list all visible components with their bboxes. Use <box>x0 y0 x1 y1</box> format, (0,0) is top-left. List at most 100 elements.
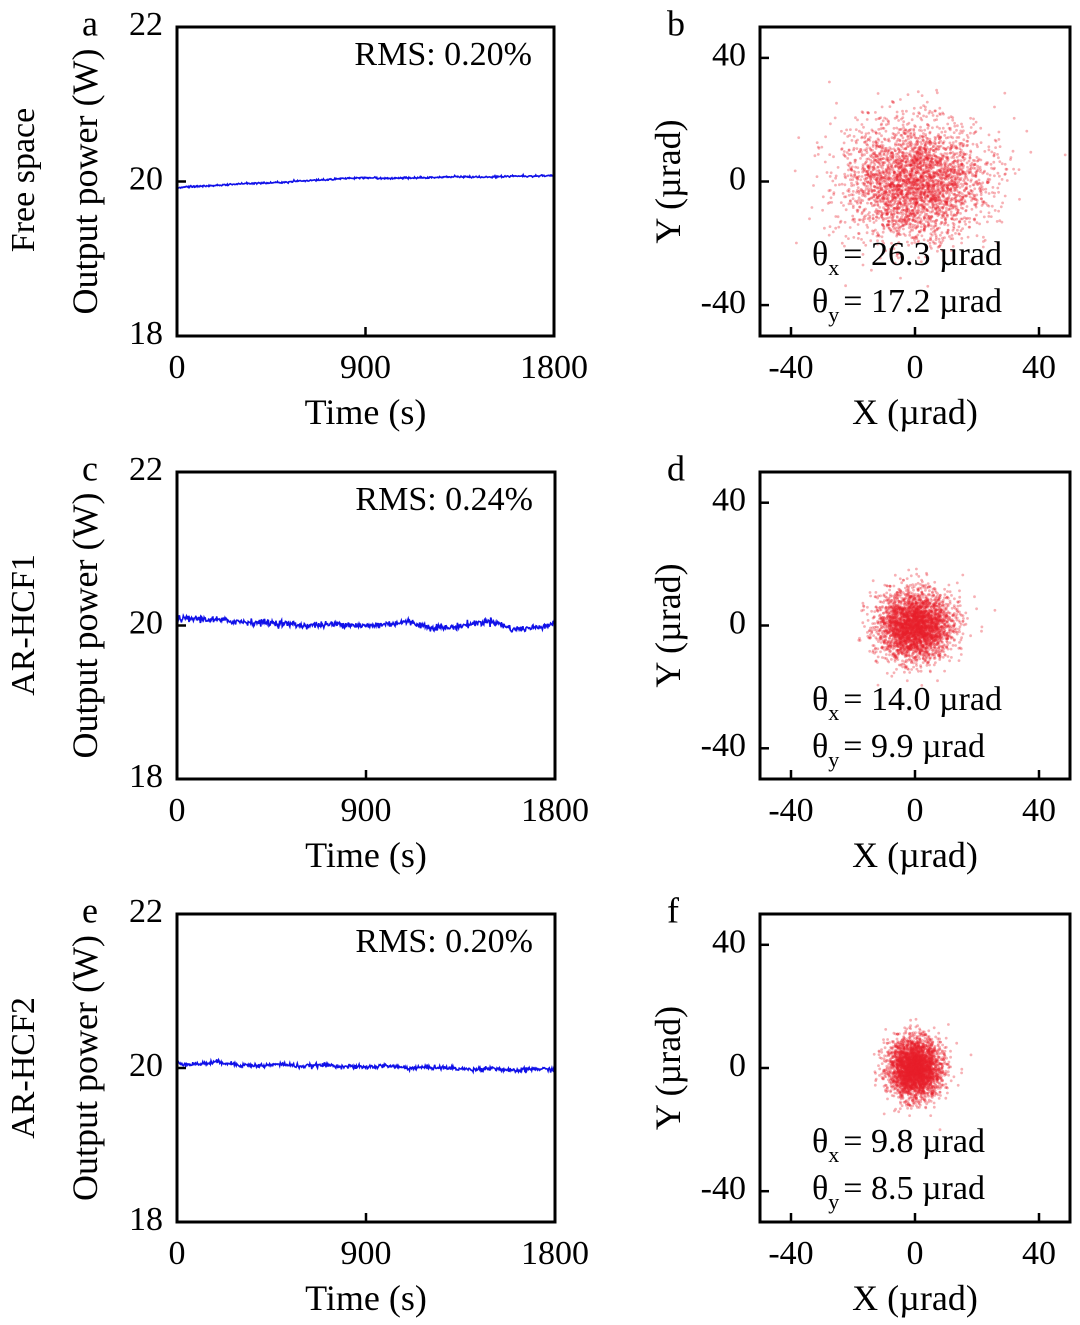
scatter-point <box>926 239 930 243</box>
scatter-point <box>899 165 903 168</box>
scatter-point <box>921 173 925 177</box>
scatter-point <box>911 218 915 222</box>
scatter-point <box>904 176 908 180</box>
scatter-point <box>855 147 859 151</box>
scatter-point <box>986 220 989 224</box>
scatter-point <box>914 150 918 154</box>
scatter-point <box>979 141 983 145</box>
scatter-point <box>946 213 949 217</box>
scatter-point <box>925 139 929 143</box>
scatter-point <box>939 135 943 139</box>
scatter-point <box>906 178 910 182</box>
scatter-point <box>881 146 885 150</box>
scatter-point <box>988 173 992 177</box>
scatter-point <box>861 253 865 256</box>
scatter-point <box>920 172 924 176</box>
scatter-point <box>888 167 892 171</box>
scatter-point <box>903 132 906 135</box>
scatter-point <box>905 178 909 182</box>
scatter-point <box>903 194 907 198</box>
scatter-point <box>943 173 947 177</box>
scatter-point <box>992 160 996 164</box>
scatter-point <box>1012 116 1016 120</box>
scatter-point <box>914 220 918 223</box>
scatter-point <box>953 180 956 184</box>
scatter-point <box>1003 162 1007 166</box>
scatter-point <box>987 215 991 218</box>
scatter-point <box>955 146 959 150</box>
scatter-point <box>893 136 897 139</box>
scatter-point <box>957 225 961 229</box>
scatter-point <box>921 135 925 139</box>
scatter-point <box>944 221 948 224</box>
scatter-point <box>907 121 911 125</box>
scatter-point <box>930 214 934 218</box>
scatter-point <box>918 156 922 160</box>
scatter-point <box>877 195 880 199</box>
scatter-point <box>969 131 972 135</box>
scatter-point <box>1005 179 1009 182</box>
scatter-point <box>873 152 877 156</box>
scatter-point <box>934 190 938 193</box>
scatter-point <box>898 200 902 204</box>
scatter-point <box>860 152 864 156</box>
scatter-point <box>933 172 936 176</box>
scatter-point <box>937 134 941 138</box>
scatter-point <box>904 178 907 182</box>
scatter-point <box>965 205 969 208</box>
scatter-point <box>960 198 963 202</box>
scatter-point <box>963 220 967 223</box>
scatter-point <box>900 182 904 186</box>
scatter-point <box>882 224 886 228</box>
scatter-point <box>897 188 901 191</box>
scatter-point <box>945 186 949 190</box>
scatter-point <box>910 241 914 245</box>
scatter-point <box>843 220 847 224</box>
scatter-point <box>912 133 916 137</box>
scatter-point <box>958 612 962 616</box>
scatter-point <box>912 159 915 163</box>
scatter-point <box>948 204 952 208</box>
scatter-point <box>914 170 917 173</box>
scatter-point <box>892 196 896 200</box>
scatter-point <box>914 213 917 217</box>
scatter-point <box>850 168 853 171</box>
scatter-point <box>850 184 853 188</box>
scatter-point <box>932 175 936 179</box>
scatter-point <box>908 153 911 157</box>
scatter-point <box>918 230 922 234</box>
scatter-point <box>973 167 977 170</box>
scatter-point <box>926 209 930 213</box>
theta-x-value: = 26.3 µrad <box>843 236 1002 273</box>
scatter-point <box>872 140 875 144</box>
scatter-point <box>952 170 956 174</box>
scatter-point <box>971 158 975 162</box>
scatter-point <box>986 203 989 207</box>
scatter-point <box>917 188 920 191</box>
x-tick-label: 0 <box>907 349 924 386</box>
scatter-point <box>852 135 856 138</box>
scatter-point <box>865 160 868 164</box>
scatter-point <box>932 174 936 178</box>
scatter-point <box>957 191 961 195</box>
scatter-point <box>941 180 945 184</box>
scatter-point <box>968 184 972 188</box>
scatter-point <box>867 131 871 135</box>
scatter-point <box>833 116 837 120</box>
scatter-point <box>942 168 946 172</box>
scatter-point <box>909 131 913 135</box>
scatter-point <box>881 119 885 123</box>
scatter-point <box>882 227 886 231</box>
scatter-point <box>859 198 863 202</box>
scatter-point <box>940 241 943 245</box>
scatter-point <box>888 191 892 195</box>
scatter-point <box>891 156 895 159</box>
scatter-point <box>883 177 887 181</box>
scatter-point <box>909 201 913 205</box>
scatter-point <box>795 241 798 245</box>
scatter-point <box>980 185 984 189</box>
scatter-point <box>934 224 938 228</box>
scatter-point <box>892 188 895 192</box>
scatter-point <box>860 123 864 126</box>
